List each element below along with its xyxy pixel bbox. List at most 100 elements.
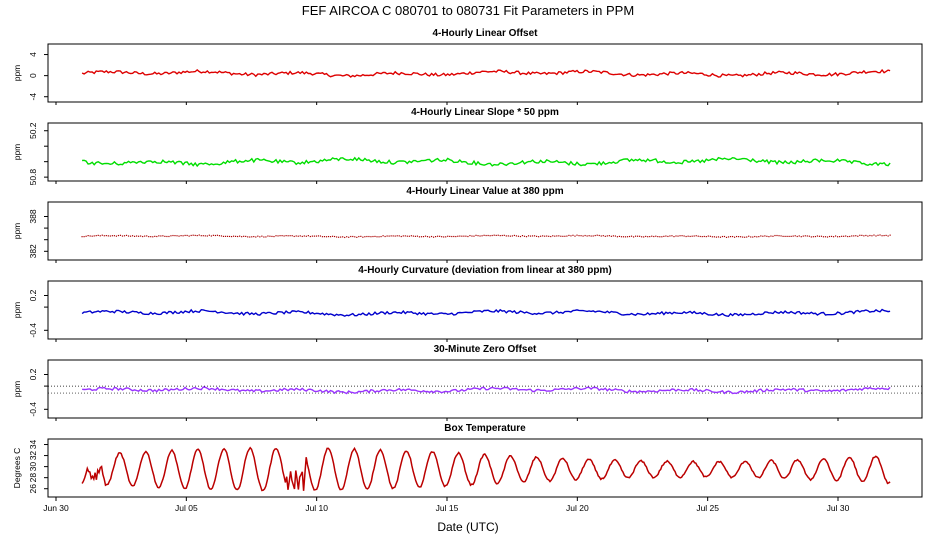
data-point — [190, 234, 192, 237]
data-point — [685, 235, 687, 238]
data-point — [632, 236, 635, 238]
data-point — [269, 235, 271, 237]
data-point — [168, 235, 170, 238]
y-tick-label: 50.8 — [28, 169, 38, 186]
data-point — [703, 235, 705, 238]
data-point — [586, 235, 588, 237]
data-point — [837, 236, 839, 238]
data-point — [340, 236, 342, 238]
data-point — [566, 235, 568, 237]
x-tick-label: Jul 30 — [827, 503, 850, 513]
y-tick-label: 34 — [28, 440, 38, 450]
data-point — [538, 236, 540, 238]
panel-5: 30-Minute Zero Offset -0.4 0.2 ppm — [12, 344, 923, 419]
data-point — [285, 235, 287, 237]
data-point — [301, 235, 303, 238]
data-point — [620, 236, 623, 238]
data-point — [731, 235, 734, 238]
data-point — [364, 236, 366, 238]
data-point — [796, 235, 798, 238]
data-point — [323, 236, 326, 238]
panel-4: 4-Hourly Curvature (deviation from linea… — [12, 265, 923, 340]
chart-title: FEF AIRCOA C 080701 to 080731 Fit Parame… — [302, 3, 634, 18]
data-point — [319, 235, 322, 237]
panel-frame — [47, 201, 923, 261]
y-axis-label: ppm — [12, 381, 22, 398]
data-point — [485, 234, 487, 237]
data-point — [336, 236, 338, 238]
data-point — [455, 235, 457, 238]
data-point — [146, 235, 148, 237]
data-point — [293, 235, 295, 238]
data-point — [362, 236, 364, 238]
data-point — [483, 234, 485, 236]
data-point — [544, 235, 546, 237]
data-point — [580, 235, 582, 237]
data-point — [584, 234, 586, 237]
data-point — [81, 236, 83, 238]
data-point — [87, 235, 89, 237]
data-point — [287, 235, 289, 237]
data-point — [152, 236, 154, 238]
data-point — [881, 235, 883, 237]
data-point — [798, 235, 800, 237]
y-tick-label: 32 — [28, 451, 38, 461]
data-point — [263, 236, 265, 238]
data-point — [834, 235, 837, 237]
data-point — [727, 236, 730, 238]
data-point — [792, 235, 794, 237]
data-point — [681, 235, 683, 237]
panel-frame — [47, 359, 923, 419]
data-point — [212, 234, 214, 236]
panel-frame — [47, 122, 923, 182]
data-point — [738, 236, 740, 238]
data-point — [224, 235, 227, 237]
data-point — [562, 235, 564, 237]
data-point — [529, 235, 532, 237]
data-point — [558, 235, 560, 237]
data-point — [206, 235, 208, 237]
data-point — [156, 235, 158, 238]
data-point — [475, 234, 477, 236]
data-point — [556, 235, 558, 237]
data-point — [788, 235, 790, 238]
y-axis-label: Degrees C — [12, 448, 22, 489]
data-point — [592, 235, 594, 237]
data-point — [382, 235, 384, 237]
series-line — [81, 68, 891, 78]
data-point — [725, 236, 728, 239]
data-point — [784, 235, 786, 238]
data-point — [89, 235, 91, 237]
data-point — [107, 235, 109, 237]
data-point — [127, 235, 130, 237]
data-point — [869, 234, 871, 237]
x-tick-label: Jul 10 — [305, 503, 328, 513]
panel-title: 30-Minute Zero Offset — [434, 344, 537, 355]
data-point — [501, 234, 503, 237]
data-point — [416, 235, 419, 237]
data-point — [121, 235, 124, 237]
data-point — [463, 235, 465, 237]
data-point — [493, 234, 495, 236]
data-point — [845, 235, 847, 237]
data-point — [665, 235, 667, 237]
data-point — [643, 236, 645, 238]
data-point — [457, 235, 459, 237]
data-point — [228, 235, 231, 238]
data-point — [503, 234, 505, 236]
data-point — [113, 235, 115, 237]
data-point — [719, 236, 722, 238]
data-point — [117, 234, 120, 237]
data-point — [160, 235, 162, 237]
data-point — [572, 234, 574, 236]
x-tick-label: Jul 15 — [436, 503, 459, 513]
data-point — [390, 235, 392, 237]
data-point — [241, 236, 243, 238]
data-point — [366, 235, 368, 238]
data-point — [756, 236, 758, 238]
y-tick-label: 26 — [28, 484, 38, 494]
data-point — [396, 235, 398, 237]
y-tick-label: 388 — [28, 209, 38, 223]
data-point — [873, 234, 875, 236]
data-point — [91, 235, 93, 237]
